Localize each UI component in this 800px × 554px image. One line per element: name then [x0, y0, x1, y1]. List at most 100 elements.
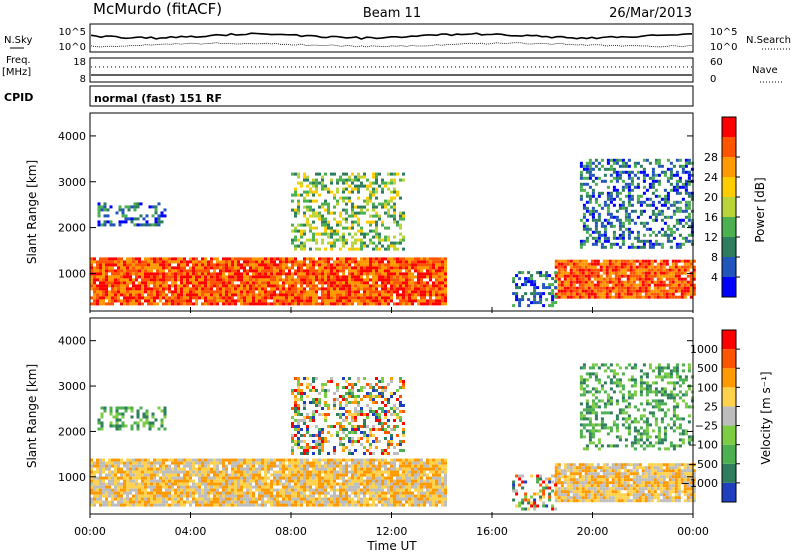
heatmap-cell: [246, 497, 249, 501]
heatmap-cell: [213, 500, 216, 504]
heatmap-cell: [614, 277, 618, 281]
heatmap-cell: [551, 283, 555, 287]
heatmap-cell: [282, 476, 285, 480]
heatmap-cell: [99, 293, 102, 297]
heatmap-cell: [282, 284, 285, 288]
heatmap-cell: [195, 257, 198, 261]
heatmap-cell: [261, 464, 264, 468]
heatmap-cell: [120, 497, 123, 501]
heatmap-cell: [198, 461, 201, 465]
heatmap-cell: [165, 299, 168, 303]
heatmap-cell: [674, 268, 678, 272]
heatmap-cell: [222, 461, 225, 465]
heatmap-cell: [624, 161, 628, 165]
heatmap-cell: [372, 269, 375, 273]
heatmap-cell: [207, 272, 210, 276]
heatmap-cell: [258, 488, 261, 492]
heatmap-cell: [390, 278, 393, 282]
heatmap-cell: [351, 491, 354, 495]
heatmap-cell: [590, 289, 594, 293]
heatmap-cell: [345, 497, 348, 501]
heatmap-cell: [575, 271, 579, 275]
heatmap-cell: [279, 266, 282, 270]
heatmap-cell: [351, 281, 354, 285]
heatmap-cell: [630, 245, 634, 249]
heatmap-cell: [225, 470, 228, 474]
heatmap-cell: [300, 485, 303, 489]
heatmap-cell: [333, 281, 336, 285]
heatmap-cell: [255, 263, 258, 267]
heatmap-cell: [270, 461, 273, 465]
heatmap-cell: [213, 284, 216, 288]
heatmap-cell: [369, 461, 372, 465]
heatmap-cell: [309, 229, 312, 233]
heatmap-cell: [657, 182, 661, 186]
heatmap-cell: [639, 164, 643, 168]
heatmap-cell: [129, 302, 132, 306]
heatmap-cell: [612, 224, 616, 228]
heatmap-cell: [111, 488, 114, 492]
heatmap-cell: [327, 269, 330, 273]
heatmap-cell: [105, 281, 108, 285]
heatmap-cell: [330, 178, 333, 182]
heatmap-cell: [90, 260, 93, 264]
heatmap-cell: [411, 302, 414, 306]
heatmap-cell: [602, 295, 606, 299]
heatmap-cell: [375, 260, 378, 264]
heatmap-cell: [180, 260, 183, 264]
heatmap-cell: [264, 470, 267, 474]
heatmap-cell: [96, 302, 99, 306]
heatmap-cell: [333, 260, 336, 264]
heatmap-cell: [381, 263, 384, 267]
heatmap-cell: [342, 208, 345, 212]
heatmap-cell: [641, 277, 645, 281]
heatmap-cell: [354, 257, 357, 261]
heatmap-cell: [330, 232, 333, 236]
heatmap-cell: [114, 497, 117, 501]
heatmap-cell: [342, 190, 345, 194]
heatmap-cell: [264, 272, 267, 276]
heatmap-cell: [357, 494, 360, 498]
heatmap-cell: [111, 263, 114, 267]
heatmap-cell: [171, 461, 174, 465]
heatmap-cell: [641, 286, 645, 290]
heatmap-cell: [294, 244, 297, 248]
heatmap-cell: [243, 296, 246, 300]
heatmap-cell: [354, 299, 357, 303]
heatmap-cell: [621, 206, 625, 210]
heatmap-cell: [623, 292, 627, 296]
heatmap-cell: [279, 479, 282, 483]
heatmap-cell: [192, 464, 195, 468]
heatmap-cell: [150, 461, 153, 465]
heatmap-cell: [686, 262, 690, 266]
heatmap-cell: [635, 286, 639, 290]
heatmap-cell: [93, 278, 96, 282]
heatmap-cell: [288, 269, 291, 273]
heatmap-cell: [282, 503, 285, 507]
heatmap-cell: [297, 272, 300, 276]
heatmap-cell: [387, 266, 390, 270]
heatmap-cell: [372, 467, 375, 471]
heatmap-cell: [423, 284, 426, 288]
heatmap-cell: [126, 497, 129, 501]
heatmap-cell: [216, 266, 219, 270]
heatmap-cell: [315, 290, 318, 294]
heatmap-cell: [111, 278, 114, 282]
heatmap-cell: [542, 274, 546, 278]
heatmap-cell: [333, 293, 336, 297]
heatmap-cell: [198, 479, 201, 483]
heatmap-cell: [588, 185, 592, 189]
heatmap-cell: [294, 470, 297, 474]
heatmap-cell: [228, 494, 231, 498]
heatmap-cell: [330, 281, 333, 285]
heatmap-cell: [441, 287, 444, 291]
heatmap-cell: [630, 209, 634, 213]
heatmap-cell: [264, 503, 267, 507]
heatmap-cell: [228, 476, 231, 480]
heatmap-cell: [180, 266, 183, 270]
heatmap-cell: [276, 491, 279, 495]
heatmap-cell: [597, 239, 601, 243]
heatmap-cell: [129, 299, 132, 303]
heatmap-cell: [408, 290, 411, 294]
heatmap-cell: [240, 467, 243, 471]
